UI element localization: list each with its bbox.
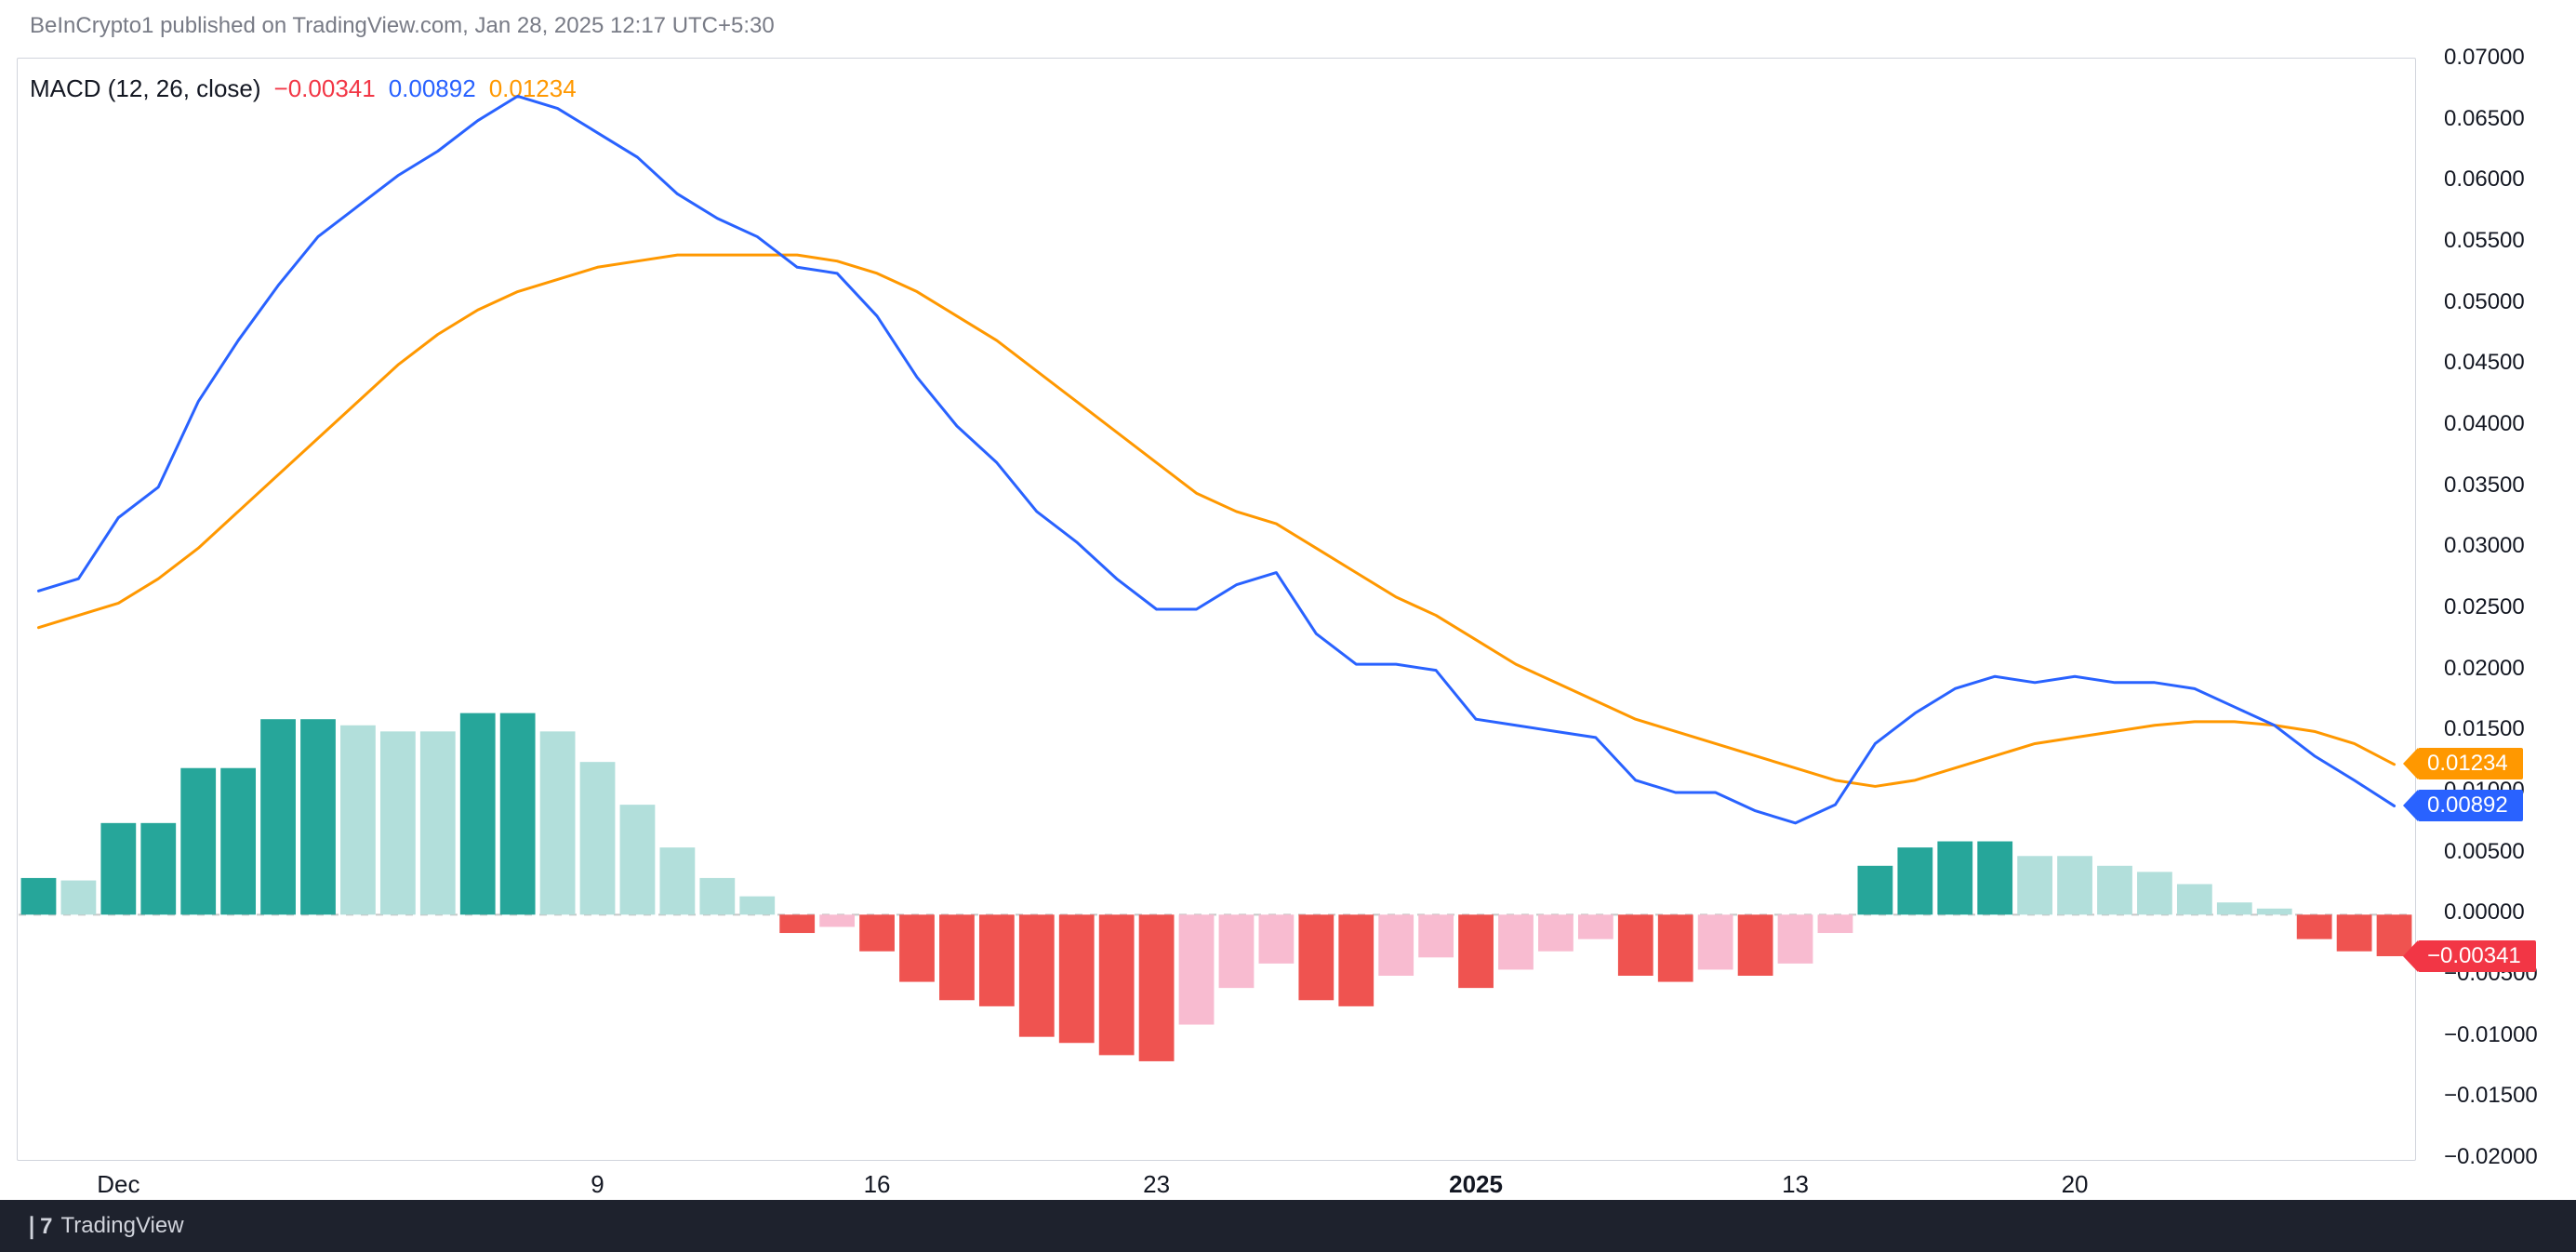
- histogram-bar: [260, 719, 296, 914]
- histogram-bar: [1378, 914, 1414, 976]
- histogram-bar: [660, 847, 696, 914]
- histogram-bar: [859, 914, 895, 951]
- histogram-bar: [2297, 914, 2332, 939]
- histogram-bar: [1897, 847, 1932, 914]
- plot-area[interactable]: [19, 60, 2414, 1159]
- price-tag: 0.00892: [2418, 790, 2523, 821]
- histogram-bar: [2017, 856, 2052, 914]
- y-tick-label: 0.00000: [2444, 899, 2525, 926]
- histogram-bar: [1139, 914, 1175, 1061]
- histogram-bar: [1937, 842, 1972, 915]
- histogram-bar: [500, 713, 536, 915]
- histogram-bar: [100, 823, 136, 915]
- histogram-bar: [1698, 914, 1733, 969]
- histogram-bar: [340, 726, 376, 915]
- histogram-bar: [2177, 885, 2212, 915]
- y-tick-label: 0.02000: [2444, 656, 2525, 682]
- histogram-bar: [1019, 914, 1055, 1036]
- publish-text: BeInCrypto1 published on TradingView.com…: [30, 13, 775, 38]
- y-tick-label: 0.03000: [2444, 533, 2525, 559]
- chart-svg: [19, 60, 2414, 1159]
- histogram-bar: [1259, 914, 1295, 964]
- macd-line: [38, 96, 2394, 822]
- histogram-bar: [580, 762, 616, 914]
- histogram-bar: [180, 768, 216, 915]
- histogram-bar: [1338, 914, 1374, 1006]
- histogram-bar: [979, 914, 1015, 1006]
- y-tick-label: 0.06500: [2444, 106, 2525, 132]
- histogram-bar: [2217, 902, 2252, 914]
- y-tick-label: −0.01500: [2444, 1083, 2538, 1109]
- histogram-bar: [939, 914, 975, 1000]
- histogram-bar: [380, 731, 416, 914]
- y-axis: 0.070000.065000.060000.055000.050000.045…: [2427, 58, 2567, 1161]
- histogram-bar: [1059, 914, 1095, 1043]
- histogram-bar: [300, 719, 336, 914]
- x-tick-label: 9: [591, 1170, 604, 1199]
- histogram-bar: [140, 823, 176, 915]
- histogram-bar: [1858, 866, 1893, 915]
- histogram-bar: [1578, 914, 1613, 939]
- histogram-bar: [420, 731, 456, 914]
- histogram-bar: [1977, 842, 2012, 915]
- y-tick-label: 0.06000: [2444, 166, 2525, 193]
- histogram-bar: [1298, 914, 1334, 1000]
- publish-header: BeInCrypto1 published on TradingView.com…: [30, 13, 775, 39]
- x-tick-label: 20: [2062, 1170, 2089, 1199]
- histogram-bar: [460, 713, 496, 915]
- histogram-bar: [1818, 914, 1853, 933]
- histogram-bar: [2137, 872, 2172, 914]
- y-tick-label: 0.03500: [2444, 473, 2525, 499]
- x-tick-label: 2025: [1449, 1170, 1503, 1199]
- histogram-bar: [220, 768, 256, 915]
- x-tick-label: 16: [864, 1170, 891, 1199]
- price-tag: −0.00341: [2418, 940, 2536, 972]
- y-tick-label: 0.00500: [2444, 839, 2525, 865]
- histogram-bar: [1778, 914, 1813, 964]
- histogram-bar: [1458, 914, 1494, 988]
- y-tick-label: 0.04500: [2444, 350, 2525, 376]
- y-tick-label: 0.05500: [2444, 228, 2525, 254]
- histogram-bar: [1738, 914, 1773, 976]
- histogram-bar: [1658, 914, 1693, 981]
- histogram-bar: [1179, 914, 1215, 1024]
- histogram-bar: [699, 878, 735, 914]
- y-tick-label: −0.01000: [2444, 1022, 2538, 1048]
- histogram-bar: [1418, 914, 1454, 957]
- histogram-bar: [1618, 914, 1653, 976]
- histogram-bar: [2057, 856, 2092, 914]
- x-tick-label: 13: [1782, 1170, 1809, 1199]
- histogram-bar: [779, 914, 815, 933]
- x-tick-label: 23: [1143, 1170, 1170, 1199]
- histogram-bar: [1219, 914, 1255, 988]
- histogram-bar: [21, 878, 57, 914]
- histogram-bar: [2337, 914, 2372, 951]
- histogram-bar: [1498, 914, 1534, 969]
- y-tick-label: 0.07000: [2444, 45, 2525, 71]
- histogram-bar: [739, 897, 775, 915]
- histogram-bar: [61, 881, 97, 915]
- histogram-bar: [2097, 866, 2132, 915]
- y-tick-label: 0.05000: [2444, 289, 2525, 315]
- histogram-bar: [899, 914, 935, 981]
- footer-bar: ❘7 TradingView: [0, 1200, 2576, 1252]
- histogram-bar: [540, 731, 576, 914]
- y-tick-label: 0.04000: [2444, 411, 2525, 437]
- price-tag: 0.01234: [2418, 748, 2523, 779]
- histogram-bar: [1538, 914, 1573, 951]
- tradingview-brand: TradingView: [60, 1213, 183, 1239]
- histogram-bar: [819, 914, 855, 926]
- signal-line: [38, 255, 2394, 786]
- histogram-bar: [1099, 914, 1135, 1055]
- x-tick-label: Dec: [97, 1170, 139, 1199]
- y-tick-label: 0.01500: [2444, 716, 2525, 742]
- y-tick-label: −0.02000: [2444, 1144, 2538, 1170]
- tradingview-logo-icon: ❘7: [22, 1213, 51, 1240]
- y-tick-label: 0.02500: [2444, 594, 2525, 620]
- histogram-bar: [620, 805, 656, 914]
- histogram-bar: [2257, 909, 2292, 915]
